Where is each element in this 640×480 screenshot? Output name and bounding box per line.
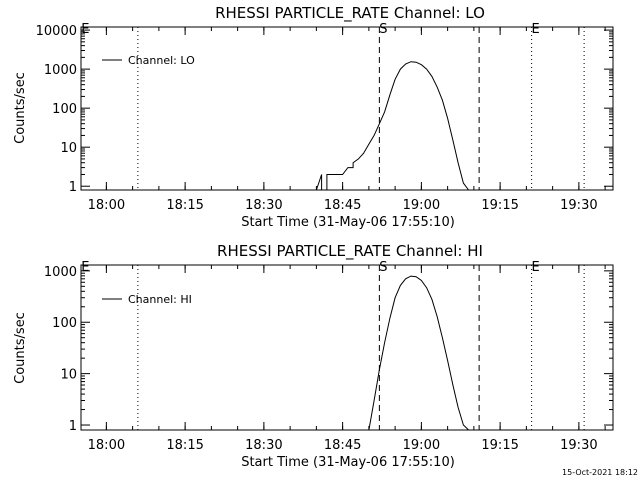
y-tick-label: 1000 (44, 63, 77, 78)
marker-label: E (81, 22, 89, 37)
x-tick-label: 19:15 (481, 438, 518, 453)
y-axis-hi: 1 10 100 1000 (44, 265, 613, 434)
chart-title-lo: RHESSI PARTICLE_RATE Channel: LO (215, 4, 485, 23)
marker-label: E (532, 22, 540, 37)
y-tick-label: 100 (52, 102, 77, 117)
x-tick-label: 18:00 (88, 438, 125, 453)
marker-label: S (379, 22, 387, 37)
y-tick-label: 10 (60, 368, 77, 383)
x-tick-label: 19:00 (403, 438, 440, 453)
vertical-markers-lo: S EE (81, 22, 585, 190)
x-tick-label: 19:15 (481, 198, 518, 213)
series-line-lo (315, 61, 469, 191)
marker-label: E (532, 260, 540, 275)
x-tick-label: 18:45 (324, 438, 361, 453)
legend-label-hi: Channel: HI (128, 293, 192, 306)
x-tick-label: 19:30 (560, 438, 597, 453)
x-tick-label: 19:00 (403, 198, 440, 213)
y-tick-label: 1 (69, 419, 77, 434)
plot-frame-hi (80, 264, 614, 431)
x-axis-lo: 18:00 18:15 18:30 18:45 19:00 19:15 19:30 (88, 27, 606, 213)
chart-panel-lo: RHESSI PARTICLE_RATE Channel: LO 18:00 18… (13, 4, 614, 230)
x-axis-label-hi: Start Time (31-May-06 17:55:10) (241, 455, 455, 470)
series-line-hi (368, 275, 469, 431)
chart-title-hi: RHESSI PARTICLE_RATE Channel: HI (217, 242, 483, 261)
vertical-markers-hi: S EE (81, 260, 585, 430)
legend-label-lo: Channel: LO (128, 54, 195, 67)
x-tick-label: 18:45 (324, 198, 361, 213)
y-tick-label: 1000 (44, 265, 77, 280)
y-tick-label: 100 (52, 316, 77, 331)
y-axis-label-lo: Counts/sec (13, 72, 28, 144)
x-tick-label: 18:30 (245, 438, 282, 453)
y-tick-label: 1 (69, 180, 77, 195)
legend-hi: Channel: HI (102, 293, 192, 306)
y-tick-label: 10 (60, 141, 77, 156)
y-axis-lo: 1 10 100 1000 10000 (36, 24, 613, 195)
marker-label: S (379, 260, 387, 275)
footer-timestamp: 15-Oct-2021 18:12 (562, 468, 638, 477)
chart-panel-hi: RHESSI PARTICLE_RATE Channel: HI 18:00 18… (13, 242, 614, 470)
x-axis-label-lo: Start Time (31-May-06 17:55:10) (241, 215, 455, 230)
y-axis-label-hi: Counts/sec (13, 312, 28, 384)
x-tick-label: 18:00 (88, 198, 125, 213)
x-tick-label: 18:30 (245, 198, 282, 213)
y-tick-label: 10000 (36, 24, 77, 39)
x-axis-hi: 18:00 18:15 18:30 18:45 19:00 19:15 19:30 (88, 265, 606, 453)
marker-label: E (81, 260, 89, 275)
legend-lo: Channel: LO (102, 54, 195, 67)
x-tick-label: 18:15 (166, 438, 203, 453)
x-tick-label: 18:15 (166, 198, 203, 213)
x-tick-label: 19:30 (560, 198, 597, 213)
